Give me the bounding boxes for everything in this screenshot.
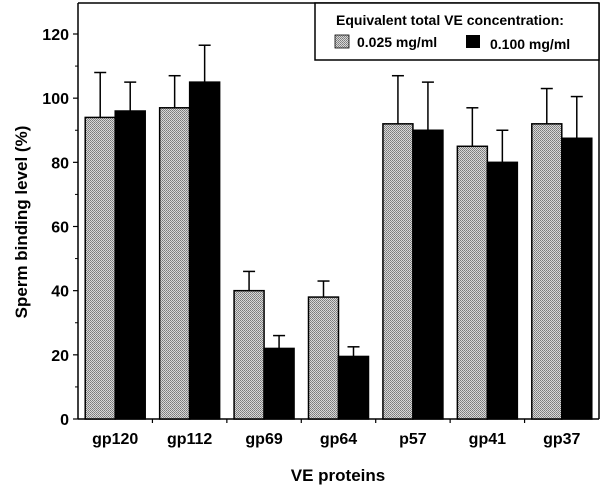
- error-bars: [94, 44, 583, 357]
- y-tick-label: 120: [42, 27, 69, 44]
- bar-gp37-0100: [561, 137, 593, 420]
- bar-p57-0100: [412, 129, 444, 420]
- bar-gp64-0100: [337, 355, 370, 420]
- category-label-p57: p57: [399, 431, 427, 448]
- bar-gp112-0025: [158, 107, 191, 420]
- bars: [84, 81, 593, 420]
- category-labels: gp120 gp112 gp69 gp64 p57 gp41 gp37: [92, 431, 580, 448]
- y-tick-label: 80: [51, 155, 69, 172]
- y-tick-label: 100: [42, 91, 69, 108]
- category-label-gp120: gp120: [92, 431, 138, 448]
- category-label-gp37: gp37: [543, 431, 580, 448]
- legend-title: Equivalent total VE concentration:: [336, 12, 564, 28]
- category-label-gp64: gp64: [320, 431, 357, 448]
- bar-gp64-0025: [307, 296, 340, 420]
- category-label-gp112: gp112: [167, 431, 212, 448]
- bar-gp112-0100: [188, 81, 221, 420]
- category-label-gp41: gp41: [469, 431, 506, 448]
- bar-gp69-0025: [233, 289, 265, 420]
- y-tick-label: 60: [51, 220, 69, 237]
- x-axis-title: VE proteins: [291, 466, 385, 485]
- y-tick-label: 40: [51, 284, 69, 301]
- x-axis-ticks: [151, 419, 526, 423]
- legend: Equivalent total VE concentration: 0.025…: [314, 2, 600, 61]
- category-label-gp69: gp69: [245, 431, 282, 448]
- bar-gp120-0100: [114, 110, 146, 420]
- y-axis-title: Sperm binding level (%): [12, 126, 31, 319]
- bar-gp41-0025: [456, 145, 489, 420]
- bar-gp37-0025: [531, 123, 563, 420]
- legend-swatch-0100: [466, 35, 480, 48]
- legend-box: [314, 2, 600, 61]
- legend-label-0100: 0.100 mg/ml: [490, 36, 570, 52]
- legend-swatch-0025: [334, 34, 350, 49]
- y-axis-ticks: 0 20 40 60 80 100 120: [42, 27, 78, 429]
- bar-gp41-0100: [486, 161, 519, 420]
- bar-gp120-0025: [84, 116, 116, 420]
- y-tick-label: 0: [60, 412, 69, 429]
- bar-gp69-0100: [263, 347, 295, 420]
- bar-p57-0025: [382, 123, 414, 420]
- y-tick-label: 20: [51, 348, 69, 365]
- legend-label-0025: 0.025 mg/ml: [357, 34, 437, 50]
